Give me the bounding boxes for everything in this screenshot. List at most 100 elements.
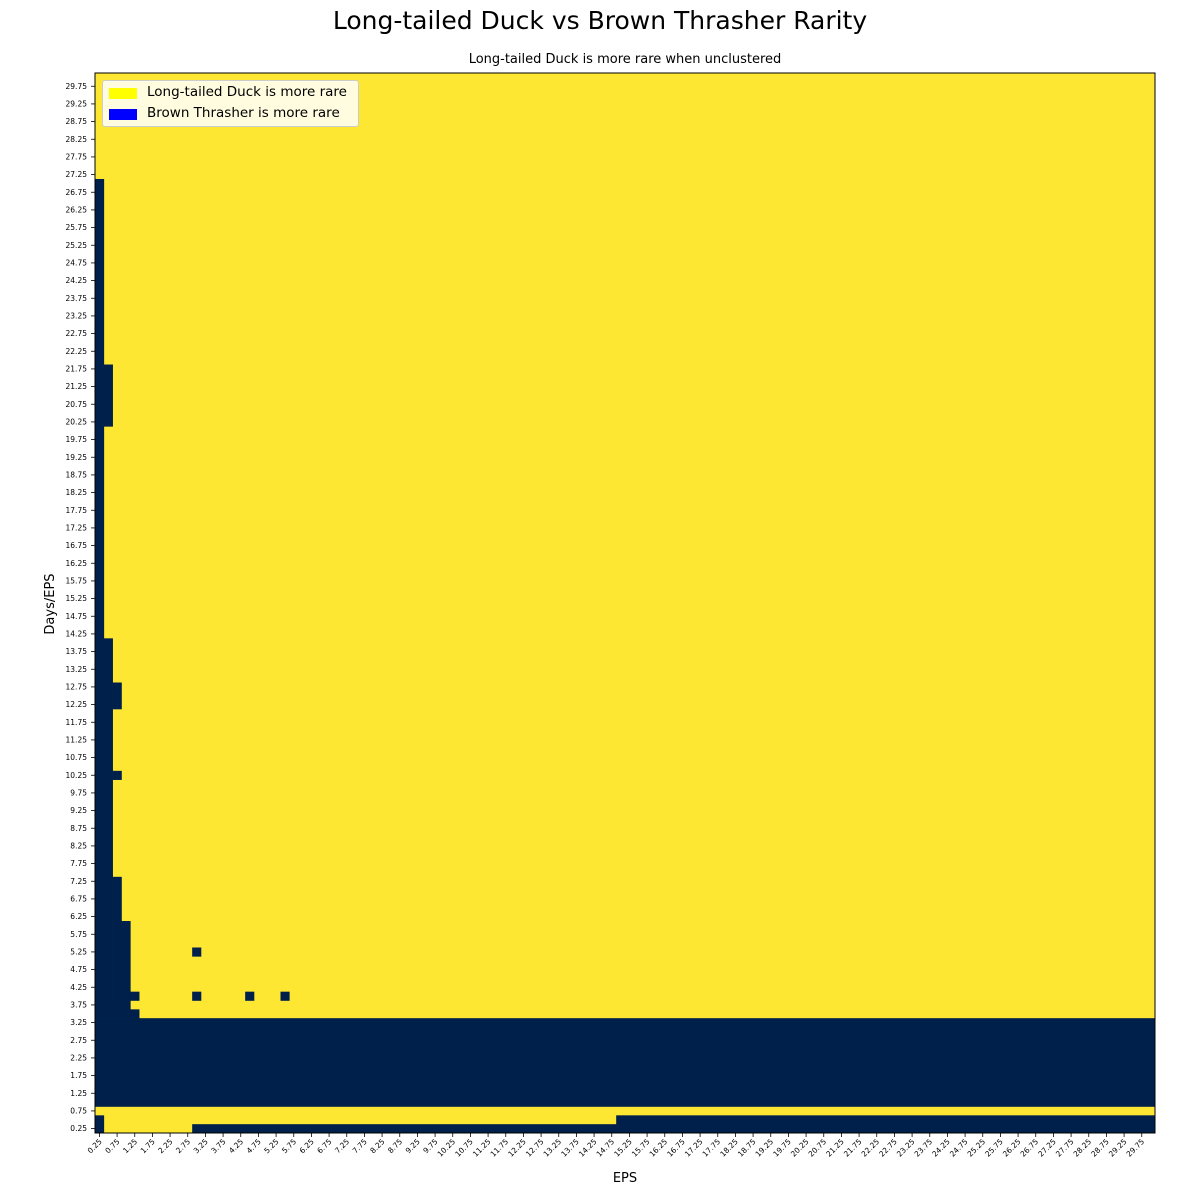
y-tick-label: 11.75 — [66, 718, 88, 727]
heatmap-cell-brown-thrasher — [95, 179, 105, 1001]
heatmap-cell-brown-thrasher — [95, 1000, 122, 1019]
x-tick-label: 24.75 — [948, 1137, 970, 1159]
x-tick-label: 22.75 — [877, 1137, 899, 1159]
y-tick-label: 0.75 — [70, 1107, 87, 1116]
y-tick-label: 14.25 — [66, 630, 88, 639]
x-tick-label: 4.25 — [227, 1137, 245, 1155]
x-tick-label: 15.25 — [612, 1137, 634, 1159]
x-tick-label: 23.75 — [913, 1137, 935, 1159]
x-tick-label: 28.25 — [1072, 1137, 1094, 1159]
y-tick-label: 25.75 — [66, 223, 88, 232]
y-tick-label: 12.25 — [66, 700, 88, 709]
x-tick-label: 8.25 — [368, 1137, 386, 1155]
x-tick-label: 1.75 — [139, 1137, 157, 1155]
x-tick-label: 20.75 — [807, 1137, 829, 1159]
heatmap-cell-brown-thrasher — [280, 991, 290, 1001]
x-tick-label: 5.25 — [262, 1137, 280, 1155]
x-tick-label: 17.25 — [683, 1137, 705, 1159]
heatmap-cell-brown-thrasher — [103, 638, 113, 1001]
x-tick-label: 6.75 — [315, 1137, 333, 1155]
x-tick-label: 3.75 — [209, 1137, 227, 1155]
heatmap-cell-brown-thrasher — [103, 364, 113, 427]
x-tick-label: 21.25 — [824, 1137, 846, 1159]
y-tick-label: 8.75 — [70, 824, 87, 833]
x-tick-label: 11.25 — [471, 1137, 493, 1159]
heatmap-cell-brown-thrasher — [95, 1018, 1156, 1107]
x-tick-label: 16.25 — [648, 1137, 670, 1159]
x-tick-label: 26.75 — [1019, 1137, 1041, 1159]
y-tick-label: 20.25 — [66, 418, 88, 427]
y-tick-label: 17.25 — [66, 524, 88, 533]
y-tick-label: 4.25 — [70, 983, 87, 992]
y-tick-label: 5.75 — [70, 930, 87, 939]
x-tick-label: 12.75 — [524, 1137, 546, 1159]
x-tick-label: 14.25 — [577, 1137, 599, 1159]
heatmap-cell-brown-thrasher — [192, 947, 202, 957]
legend-swatch-yellow — [109, 88, 137, 99]
y-tick-label: 3.25 — [70, 1018, 87, 1027]
heatmap-cell-brown-thrasher — [192, 991, 202, 1001]
heatmap-cell-brown-thrasher — [192, 1124, 617, 1134]
y-tick-label: 27.25 — [66, 170, 88, 179]
y-tick-label: 12.75 — [66, 683, 88, 692]
y-tick-label: 9.25 — [70, 806, 87, 815]
y-tick-label: 3.75 — [70, 1001, 87, 1010]
x-tick-label: 28.75 — [1089, 1137, 1111, 1159]
x-tick-label: 7.75 — [351, 1137, 369, 1155]
y-tick-label: 6.25 — [70, 912, 87, 921]
x-tick-label: 29.25 — [1107, 1137, 1129, 1159]
x-tick-label: 25.75 — [983, 1137, 1005, 1159]
chart-title: Long-tailed Duck vs Brown Thrasher Rarit… — [332, 6, 868, 35]
y-tick-label: 25.25 — [66, 241, 88, 250]
y-tick-label: 5.25 — [70, 948, 87, 957]
y-tick-label: 24.25 — [66, 276, 88, 285]
x-tick-label: 5.75 — [280, 1137, 298, 1155]
x-tick-label: 17.75 — [701, 1137, 723, 1159]
y-tick-label: 9.75 — [70, 789, 87, 798]
x-tick-label: 27.75 — [1054, 1137, 1076, 1159]
y-tick-label: 22.25 — [66, 347, 88, 356]
x-axis-ticks: 0.25 0.75 1.25 1.75 2.25 2.75 3.25 3.75 4.25 4.75… — [86, 1133, 1146, 1159]
x-tick-label: 10.75 — [453, 1137, 475, 1159]
heatmap-cell-brown-thrasher — [95, 1115, 105, 1134]
x-tick-label: 11.75 — [489, 1137, 511, 1159]
y-tick-label: 17.75 — [66, 506, 88, 515]
heatmap-cell-brown-thrasher — [112, 770, 122, 780]
y-tick-label: 29.75 — [66, 82, 88, 91]
y-tick-label: 7.25 — [70, 877, 87, 886]
x-tick-label: 16.75 — [665, 1137, 687, 1159]
x-tick-label: 18.75 — [736, 1137, 758, 1159]
x-tick-label: 26.25 — [1001, 1137, 1023, 1159]
heatmap-cell-brown-thrasher — [130, 1009, 140, 1019]
x-tick-label: 19.25 — [754, 1137, 776, 1159]
heatmap-cell-brown-thrasher — [121, 1000, 131, 1019]
heatmap-background-duck-region — [95, 73, 1155, 1133]
x-tick-label: 10.25 — [436, 1137, 458, 1159]
chart-subtitle: Long-tailed Duck is more rare when unclu… — [468, 52, 782, 67]
x-tick-label: 2.25 — [156, 1137, 174, 1155]
x-axis-label: EPS — [613, 1171, 637, 1186]
x-tick-label: 23.25 — [895, 1137, 917, 1159]
y-tick-label: 28.75 — [66, 117, 88, 126]
heatmap-cell-brown-thrasher — [121, 921, 131, 1001]
x-tick-label: 7.25 — [333, 1137, 351, 1155]
y-tick-label: 2.75 — [70, 1036, 87, 1045]
x-tick-label: 21.75 — [842, 1137, 864, 1159]
chart-legend: Long-tailed Duck is more rare Brown Thra… — [102, 80, 359, 127]
y-tick-label: 7.75 — [70, 859, 87, 868]
y-tick-label: 15.75 — [66, 577, 88, 586]
y-axis-label: Days/EPS — [43, 573, 58, 634]
x-tick-label: 8.75 — [386, 1137, 404, 1155]
y-tick-label: 18.75 — [66, 471, 88, 480]
y-tick-label: 20.75 — [66, 400, 88, 409]
heatmap-cell-brown-thrasher — [245, 991, 255, 1001]
y-tick-label: 1.75 — [70, 1071, 87, 1080]
x-tick-label: 0.25 — [86, 1137, 104, 1155]
y-tick-label: 23.25 — [66, 312, 88, 321]
heatmap-cell-brown-thrasher — [112, 682, 122, 710]
y-tick-label: 14.75 — [66, 612, 88, 621]
heatmap-cell-brown-thrasher — [616, 1115, 1156, 1134]
y-tick-label: 10.75 — [66, 753, 88, 762]
heatmap-cell-brown-thrasher — [130, 991, 140, 1001]
x-tick-label: 0.75 — [103, 1137, 121, 1155]
